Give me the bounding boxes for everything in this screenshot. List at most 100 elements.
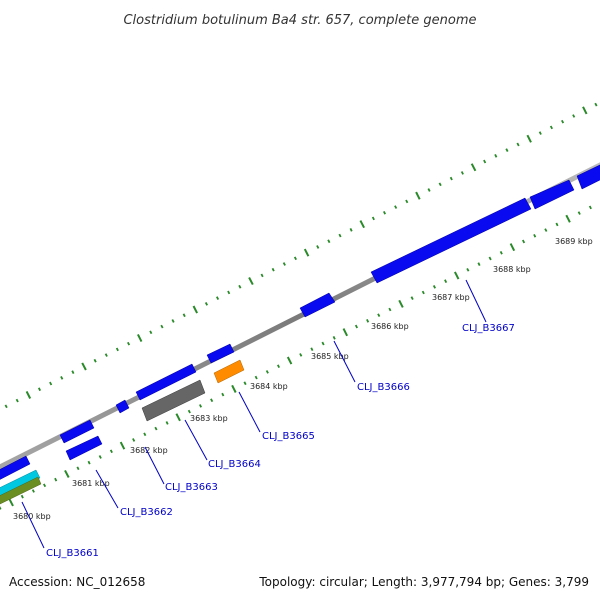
gc-tick-mark xyxy=(538,131,542,135)
gc-tick-mark xyxy=(248,277,254,286)
gc-tick-mark xyxy=(119,441,126,450)
gc-tick-mark xyxy=(149,330,153,335)
gc-tick-mark xyxy=(154,426,158,431)
gc-tick-mark xyxy=(421,290,425,295)
genome-title: Clostridium botulinum Ba4 str. 657, comp… xyxy=(123,13,476,28)
gc-tick-mark xyxy=(499,250,503,255)
gc-tick-mark xyxy=(544,228,548,232)
gc-tick-mark xyxy=(238,284,242,289)
gc-tick-mark xyxy=(115,347,119,352)
gc-tick-mark xyxy=(216,296,220,301)
gc-tick-mark xyxy=(549,125,553,130)
gc-tick-mark xyxy=(494,154,498,158)
gc-tick-mark xyxy=(509,243,516,252)
gc-tick-mark xyxy=(175,413,181,422)
gc-tick-mark xyxy=(577,211,581,215)
feature-cds-3655[interactable] xyxy=(0,455,31,480)
gc-tick-mark xyxy=(43,483,47,488)
gc-tick-mark xyxy=(20,494,24,499)
gc-tick-mark xyxy=(37,387,42,392)
feature-pseudo-3664[interactable] xyxy=(141,379,206,422)
tick-label-3686: 3686 kbp xyxy=(371,322,409,331)
gc-tick-mark xyxy=(299,353,303,357)
gc-tick-mark xyxy=(98,455,102,459)
gc-tick-mark xyxy=(254,375,258,380)
gc-tick-row-inner xyxy=(0,205,592,510)
gc-tick-mark xyxy=(81,362,87,371)
gc-tick-mark xyxy=(460,171,464,175)
gc-tick-mark xyxy=(0,506,2,510)
gc-tick-mark xyxy=(342,328,348,337)
gc-tick-mark xyxy=(477,262,481,266)
gc-tick-mark xyxy=(316,245,320,249)
gc-tick-mark xyxy=(483,159,487,164)
gc-tick-mark xyxy=(93,358,97,363)
feature-cds-3662[interactable] xyxy=(65,435,103,461)
gc-tick-mark xyxy=(561,119,565,124)
feature-cds-3661-long[interactable] xyxy=(370,197,532,284)
gene-label-CLJ_B3661[interactable]: CLJ_B3661 xyxy=(46,548,99,559)
gc-tick-mark xyxy=(76,466,80,471)
gc-tick-mark xyxy=(160,324,164,329)
gc-tick-mark xyxy=(572,114,576,118)
gc-tick-mark xyxy=(276,364,281,369)
gc-tick-mark xyxy=(137,333,143,343)
gene-label-CLJ_B3662[interactable]: CLJ_B3662 xyxy=(120,507,173,518)
gc-tick-mark xyxy=(243,381,247,386)
gc-tick-mark xyxy=(64,469,70,478)
feature-cds-3660[interactable] xyxy=(299,292,336,318)
feature-rna-3665[interactable] xyxy=(213,359,245,384)
gc-tick-mark xyxy=(444,279,448,283)
tick-label-3684: 3684 kbp xyxy=(250,382,288,391)
gc-tick-mark xyxy=(49,381,53,386)
tick-label-3681: 3681 kbp xyxy=(72,479,110,488)
gc-tick-mark xyxy=(466,267,470,272)
gc-tick-mark xyxy=(371,216,375,221)
gc-tick-mark xyxy=(488,256,492,261)
gc-tick-mark xyxy=(359,220,365,229)
gc-tick-mark xyxy=(427,188,431,192)
gene-label-CLJ_B3665[interactable]: CLJ_B3665 xyxy=(262,431,315,442)
gc-tick-mark xyxy=(31,489,35,493)
gene-label-CLJ_B3664[interactable]: CLJ_B3664 xyxy=(208,459,261,470)
gc-tick-row-outer xyxy=(4,102,598,409)
gc-tick-mark xyxy=(109,449,113,454)
gene-label-CLJ_B3667[interactable]: CLJ_B3667 xyxy=(462,323,515,334)
gc-tick-mark xyxy=(321,341,325,346)
gc-tick-mark xyxy=(470,163,477,172)
gc-tick-mark xyxy=(338,233,342,238)
gc-tick-mark xyxy=(533,233,537,238)
feature-cds-3658[interactable] xyxy=(135,363,197,401)
gc-tick-mark xyxy=(282,262,286,266)
gc-tick-mark xyxy=(382,210,387,215)
gc-tick-mark xyxy=(354,324,358,329)
feature-cds-3669[interactable] xyxy=(576,163,600,190)
tick-label-3685: 3685 kbp xyxy=(311,352,349,361)
gc-tick-mark xyxy=(8,498,14,507)
gc-tick-mark xyxy=(192,305,198,314)
gene-label-CLJ_B3663[interactable]: CLJ_B3663 xyxy=(165,482,218,493)
feature-cds-3657[interactable] xyxy=(115,399,130,414)
gene-label-CLJ_B3666[interactable]: CLJ_B3666 xyxy=(357,382,410,393)
gc-tick-mark xyxy=(388,307,392,312)
gc-tick-mark xyxy=(60,375,64,380)
gene-labels: CLJ_B3661 CLJ_B3662 CLJ_B3663 CLJ_B3664 … xyxy=(46,323,515,559)
gc-tick-mark xyxy=(132,438,136,442)
gc-tick-mark xyxy=(187,409,191,414)
gc-tick-mark xyxy=(582,106,588,115)
feature-olive[interactable] xyxy=(0,476,42,505)
gc-tick-mark xyxy=(286,356,293,365)
feature-cds-3668[interactable] xyxy=(529,179,575,210)
feature-cds-3656[interactable] xyxy=(59,419,95,444)
gc-tick-mark xyxy=(432,284,436,289)
tick-label-3682: 3682 kbp xyxy=(130,446,168,455)
gc-tick-mark xyxy=(454,271,460,280)
gc-tick-mark xyxy=(210,398,214,403)
gc-tick-mark xyxy=(405,199,409,204)
feature-cds-3659[interactable] xyxy=(206,343,235,364)
gc-tick-mark xyxy=(231,384,237,393)
gc-tick-mark xyxy=(198,404,203,408)
gc-tick-mark xyxy=(310,347,314,352)
tick-label-3683: 3683 kbp xyxy=(190,414,228,423)
